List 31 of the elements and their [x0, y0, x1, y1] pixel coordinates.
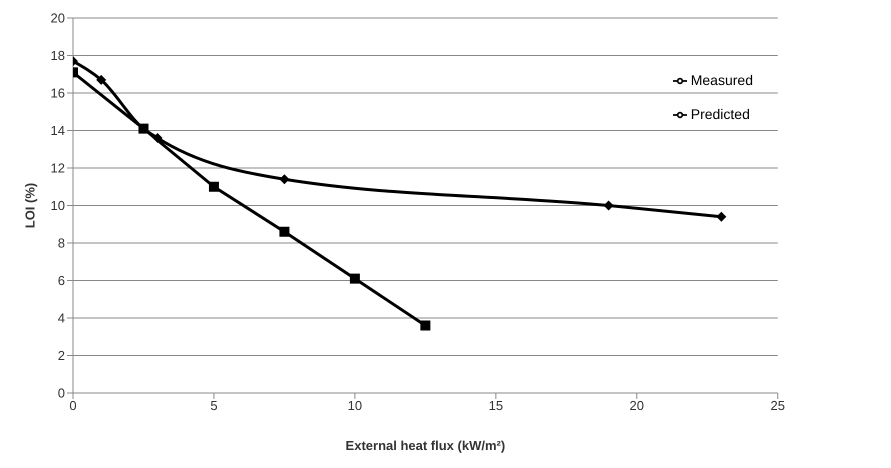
y-tick-label: 0 [58, 386, 65, 401]
x-tick-label: 25 [770, 398, 785, 414]
x-tick-label: 5 [210, 398, 218, 414]
point [279, 226, 290, 237]
y-tick-label: 4 [58, 310, 65, 326]
point [138, 124, 148, 134]
point [96, 74, 106, 85]
y-tick-label: 18 [50, 48, 65, 64]
x-tick-label: 15 [488, 398, 504, 414]
x-axis-title: External heat flux (kW/m²) [346, 438, 506, 453]
point [420, 320, 430, 330]
y-tick-label: 2 [58, 348, 65, 364]
y-tick-label: 20 [50, 10, 65, 26]
legend-label: Predicted [690, 106, 750, 122]
y-axis-title: LOI (%) [22, 182, 38, 228]
x-tick-label: 10 [348, 398, 362, 414]
legend-label: Measured [690, 72, 753, 88]
y-tick-label: 6 [58, 273, 65, 288]
y-tick-label: 12 [50, 160, 65, 176]
point [152, 133, 163, 143]
y-tick-label: 8 [58, 236, 65, 251]
y-tick-label: 14 [50, 123, 65, 138]
point [208, 182, 219, 192]
y-tick-label: 16 [50, 86, 65, 101]
point [279, 174, 290, 184]
y-tick-label: 10 [50, 198, 65, 214]
x-tick-label: 20 [630, 398, 644, 414]
x-tick-label: 0 [69, 398, 77, 414]
point [716, 212, 726, 222]
point [604, 200, 614, 210]
point [350, 274, 360, 284]
